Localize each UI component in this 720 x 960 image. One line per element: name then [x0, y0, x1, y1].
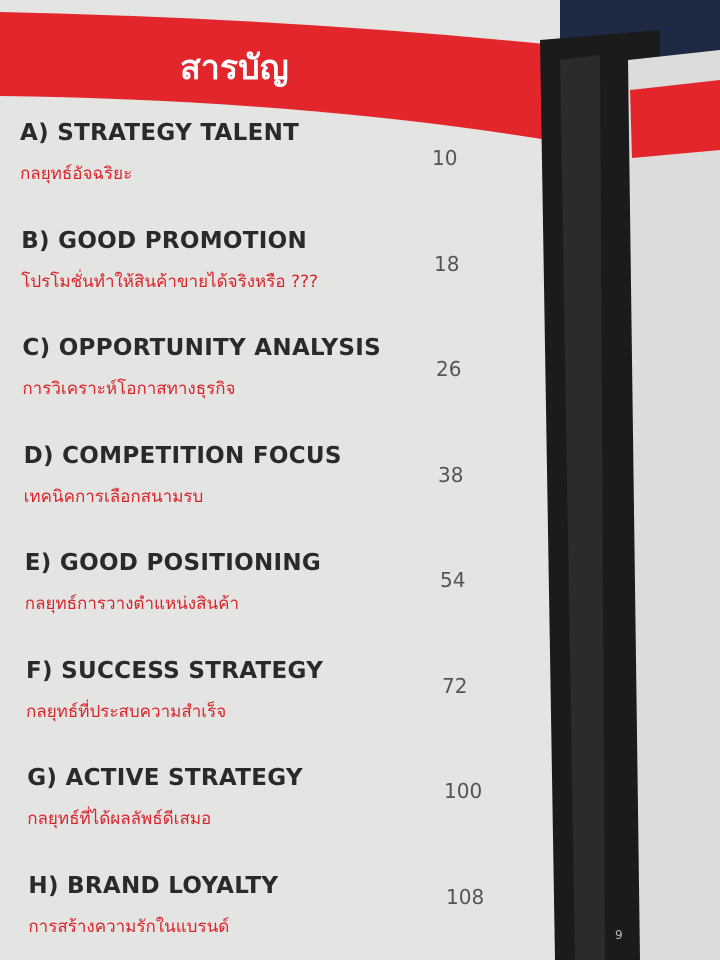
entry-page-number: 26	[436, 357, 462, 381]
entry-subtitle: การสร้างความรักในแบรนด์	[28, 916, 230, 937]
entry-subtitle: เทคนิคการเลือกสนามรบ	[23, 486, 204, 507]
binding-edge	[560, 55, 605, 960]
entry-subtitle: กลยุทธ์การวางตำแหน่งสินค้า	[24, 594, 239, 614]
page-title: สารบัญ	[180, 48, 289, 88]
entry-page-number: 38	[438, 462, 464, 487]
left-page	[0, 0, 560, 960]
entry-title: H) BRAND LOYALTY	[28, 872, 279, 899]
header-band	[0, 12, 548, 140]
entry-title: F) SUCCESS STRATEGY	[26, 657, 324, 684]
entry-title: E) GOOD POSITIONING	[24, 550, 322, 576]
right-page	[628, 50, 720, 960]
entry-subtitle: กลยุทธ์อัจฉริยะ	[20, 164, 133, 184]
right-header-band	[630, 80, 720, 158]
side-page-number: 9	[615, 928, 623, 942]
entry-title: D) COMPETITION FOCUS	[23, 442, 342, 469]
entry-page-number: 54	[440, 568, 466, 592]
entry-page-number: 18	[434, 251, 460, 276]
entry-title: A) STRATEGY TALENT	[20, 120, 300, 146]
entry-subtitle: โปรโมชั่นทำให้สินค้าขายได้จริงหรือ ???	[21, 271, 319, 292]
entry-page-number: 10	[432, 146, 458, 170]
entry-page-number: 72	[442, 673, 468, 698]
entry-title: C) OPPORTUNITY ANALYSIS	[22, 335, 381, 361]
entry-subtitle: การวิเคราะห์โอกาสทางธุรกิจ	[22, 379, 236, 399]
entry-title: G) ACTIVE STRATEGY	[27, 765, 303, 791]
entry-title: B) GOOD PROMOTION	[21, 227, 308, 254]
entry-subtitle: กลยุทธ์ที่ได้ผลลัพธ์ดีเสมอ	[27, 809, 212, 829]
entry-subtitle: กลยุทธ์ที่ประสบความสำเร็จ	[26, 701, 227, 722]
entry-page-number: 100	[444, 779, 483, 803]
entry-page-number: 108	[446, 884, 485, 909]
